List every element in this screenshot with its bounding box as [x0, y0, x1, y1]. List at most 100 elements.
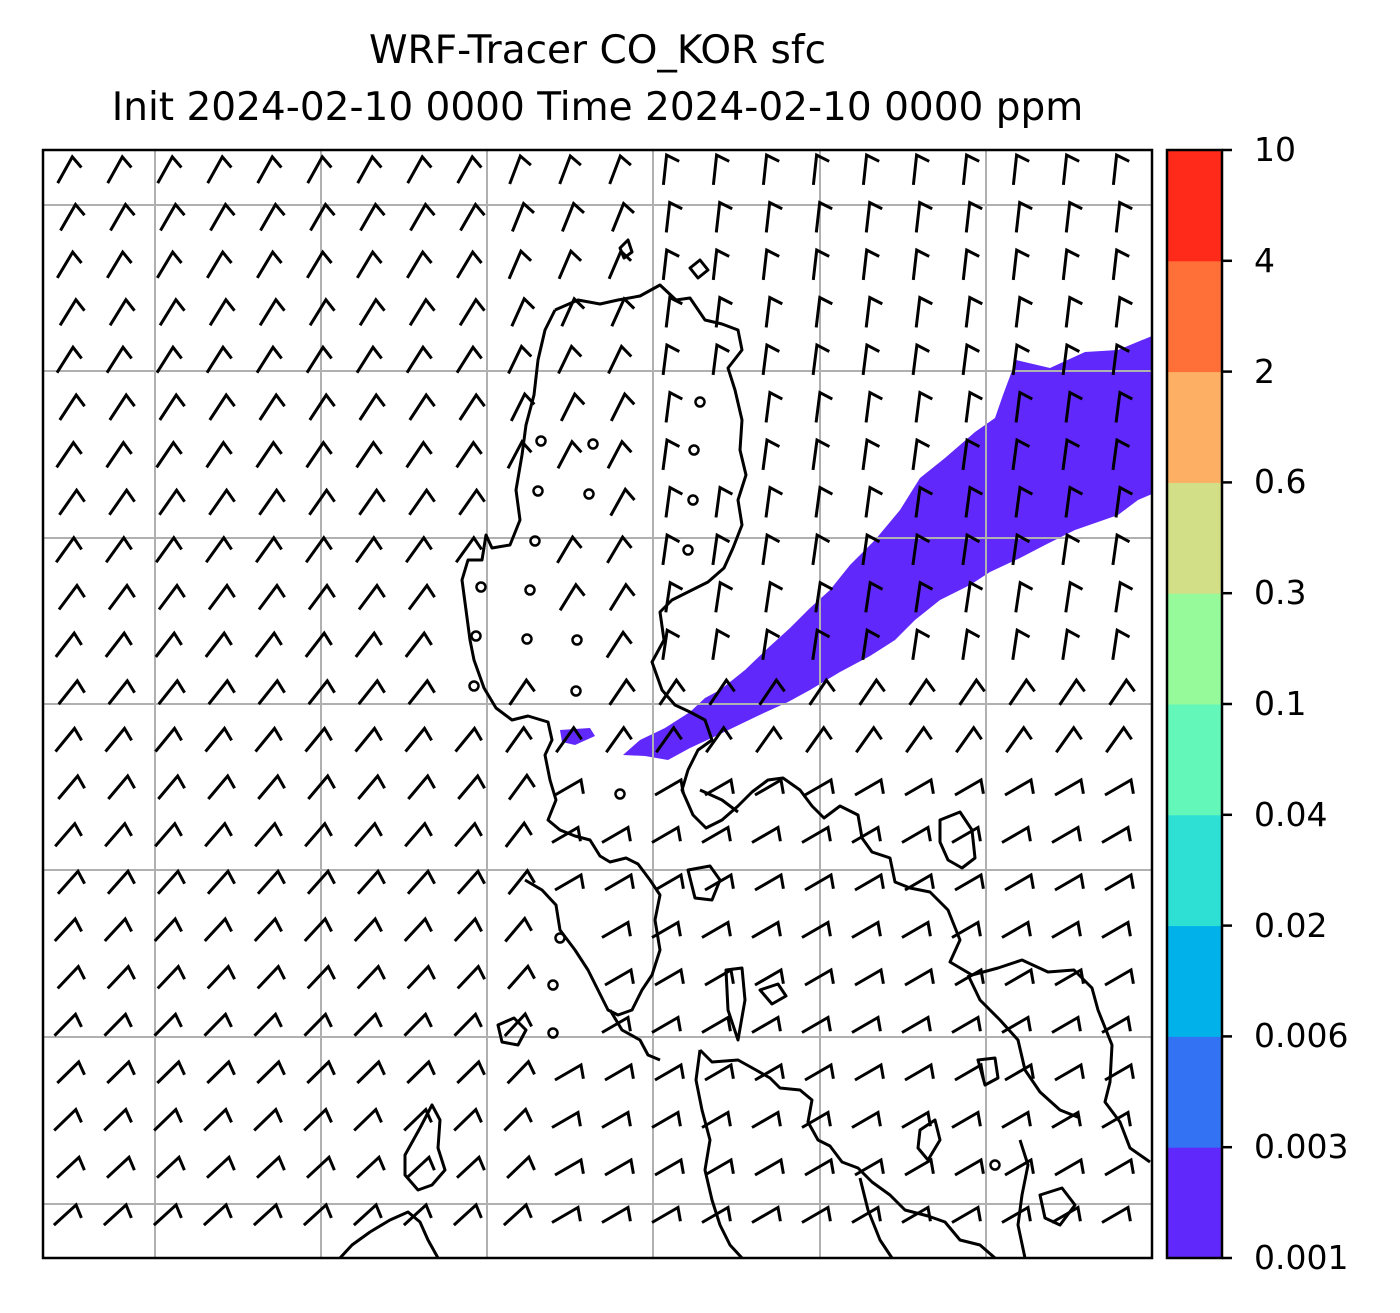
wind-barb — [654, 872, 685, 892]
wind-barb — [955, 725, 983, 754]
wind-barb — [557, 343, 583, 375]
wind-barb — [303, 1011, 333, 1037]
calm-wind-markers — [468, 396, 1001, 1171]
wind-barb — [1061, 247, 1080, 281]
wind-barb — [55, 1154, 86, 1179]
wind-barb — [764, 485, 784, 518]
wind-barb — [404, 821, 433, 848]
wind-barb — [258, 297, 286, 327]
wind-barb — [1001, 920, 1032, 939]
wind-barb — [1055, 725, 1083, 754]
wind-barb — [156, 1059, 186, 1085]
wind-barb — [106, 964, 136, 990]
wind-barb — [159, 201, 186, 232]
colorbar-tick-label: 10 — [1254, 130, 1296, 169]
wind-barb — [154, 725, 183, 753]
wind-barb — [701, 1015, 732, 1034]
wind-barb — [551, 1205, 582, 1224]
wind-barb — [258, 487, 286, 516]
wind-barb — [452, 1202, 483, 1227]
wind-barb — [1111, 627, 1131, 661]
wind-barb — [964, 580, 984, 613]
wind-barb — [56, 1059, 86, 1085]
wind-barb — [854, 967, 885, 987]
wind-barb — [509, 391, 536, 422]
wind-barb — [208, 487, 236, 516]
wind-barb — [107, 582, 136, 611]
wind-barb — [502, 1202, 533, 1227]
wind-barb — [354, 725, 383, 753]
wind-barb — [1051, 1110, 1082, 1129]
wind-barb — [153, 1011, 183, 1037]
wind-barb — [1054, 1062, 1085, 1082]
colorbar-tick-label: 0.006 — [1254, 1016, 1349, 1056]
wind-barb — [1005, 725, 1033, 754]
wind-barb — [57, 773, 86, 800]
wind-barb — [1101, 1110, 1132, 1129]
wind-barb — [307, 773, 336, 800]
wind-barb — [651, 920, 682, 939]
wind-barb — [56, 964, 86, 990]
colorbar-cell — [1167, 593, 1222, 705]
wind-barb — [904, 777, 935, 797]
coastline-island-2 — [758, 982, 788, 1006]
wind-barb — [911, 437, 931, 471]
wind-barb — [601, 1110, 632, 1129]
wind-barb — [814, 390, 833, 423]
wind-barb — [705, 725, 733, 754]
wind-barb — [157, 582, 186, 611]
wind-barb — [203, 1107, 233, 1132]
wind-barb — [661, 532, 681, 566]
wind-barb — [458, 297, 486, 327]
wind-barb — [206, 154, 233, 184]
wind-barb — [964, 295, 983, 328]
colorbar-cell — [1167, 925, 1222, 1037]
wind-barb — [556, 534, 583, 564]
wind-barb — [608, 677, 636, 706]
wind-barb — [664, 390, 683, 423]
coastline-south-mainland — [698, 1048, 996, 1258]
wind-barb — [304, 630, 333, 658]
colorbar-tick-label: 2 — [1254, 351, 1275, 391]
wind-barb — [104, 535, 133, 564]
wind-barb — [406, 1059, 436, 1085]
wind-barb — [407, 582, 436, 611]
wind-barb — [654, 967, 685, 987]
colorbar-tick-label: 0.3 — [1254, 573, 1307, 613]
colorbar-cell — [1167, 1036, 1222, 1148]
coastline-southwest — [338, 1210, 440, 1258]
wind-barb — [108, 487, 136, 516]
wind-barb — [664, 200, 683, 233]
wind-barb — [408, 297, 436, 327]
wind-barb — [306, 868, 336, 895]
wind-barb — [1104, 872, 1135, 892]
wind-barb — [155, 344, 183, 374]
coastline-south-west-land — [694, 1049, 744, 1258]
wind-barb — [508, 677, 536, 706]
wind-barb — [407, 773, 436, 800]
wind-barb — [861, 152, 880, 186]
coastline-east-bays — [1016, 1139, 1030, 1258]
wind-barb — [257, 678, 286, 706]
wind-barb — [303, 1107, 333, 1132]
wind-barb — [1004, 1157, 1035, 1177]
wind-barb — [801, 825, 832, 844]
wind-barb — [1008, 677, 1036, 706]
wind-barb — [404, 630, 433, 658]
wind-barb — [1108, 677, 1136, 706]
wind-barb — [651, 1015, 682, 1034]
wind-barb — [1051, 1015, 1082, 1034]
wind-barb — [551, 825, 582, 844]
wind-barb — [107, 678, 136, 706]
wind-barb — [206, 249, 233, 279]
wind-barbs — [52, 152, 1136, 1227]
wind-barb — [54, 535, 83, 564]
wind-barb — [457, 773, 486, 800]
wind-barb — [761, 532, 781, 566]
wind-barb — [257, 773, 286, 800]
wind-barb — [961, 342, 980, 376]
wind-barb — [604, 872, 635, 892]
wind-barb — [507, 343, 533, 375]
wind-barb — [1014, 200, 1033, 233]
colorbar-tick-label: 0.02 — [1254, 905, 1328, 945]
